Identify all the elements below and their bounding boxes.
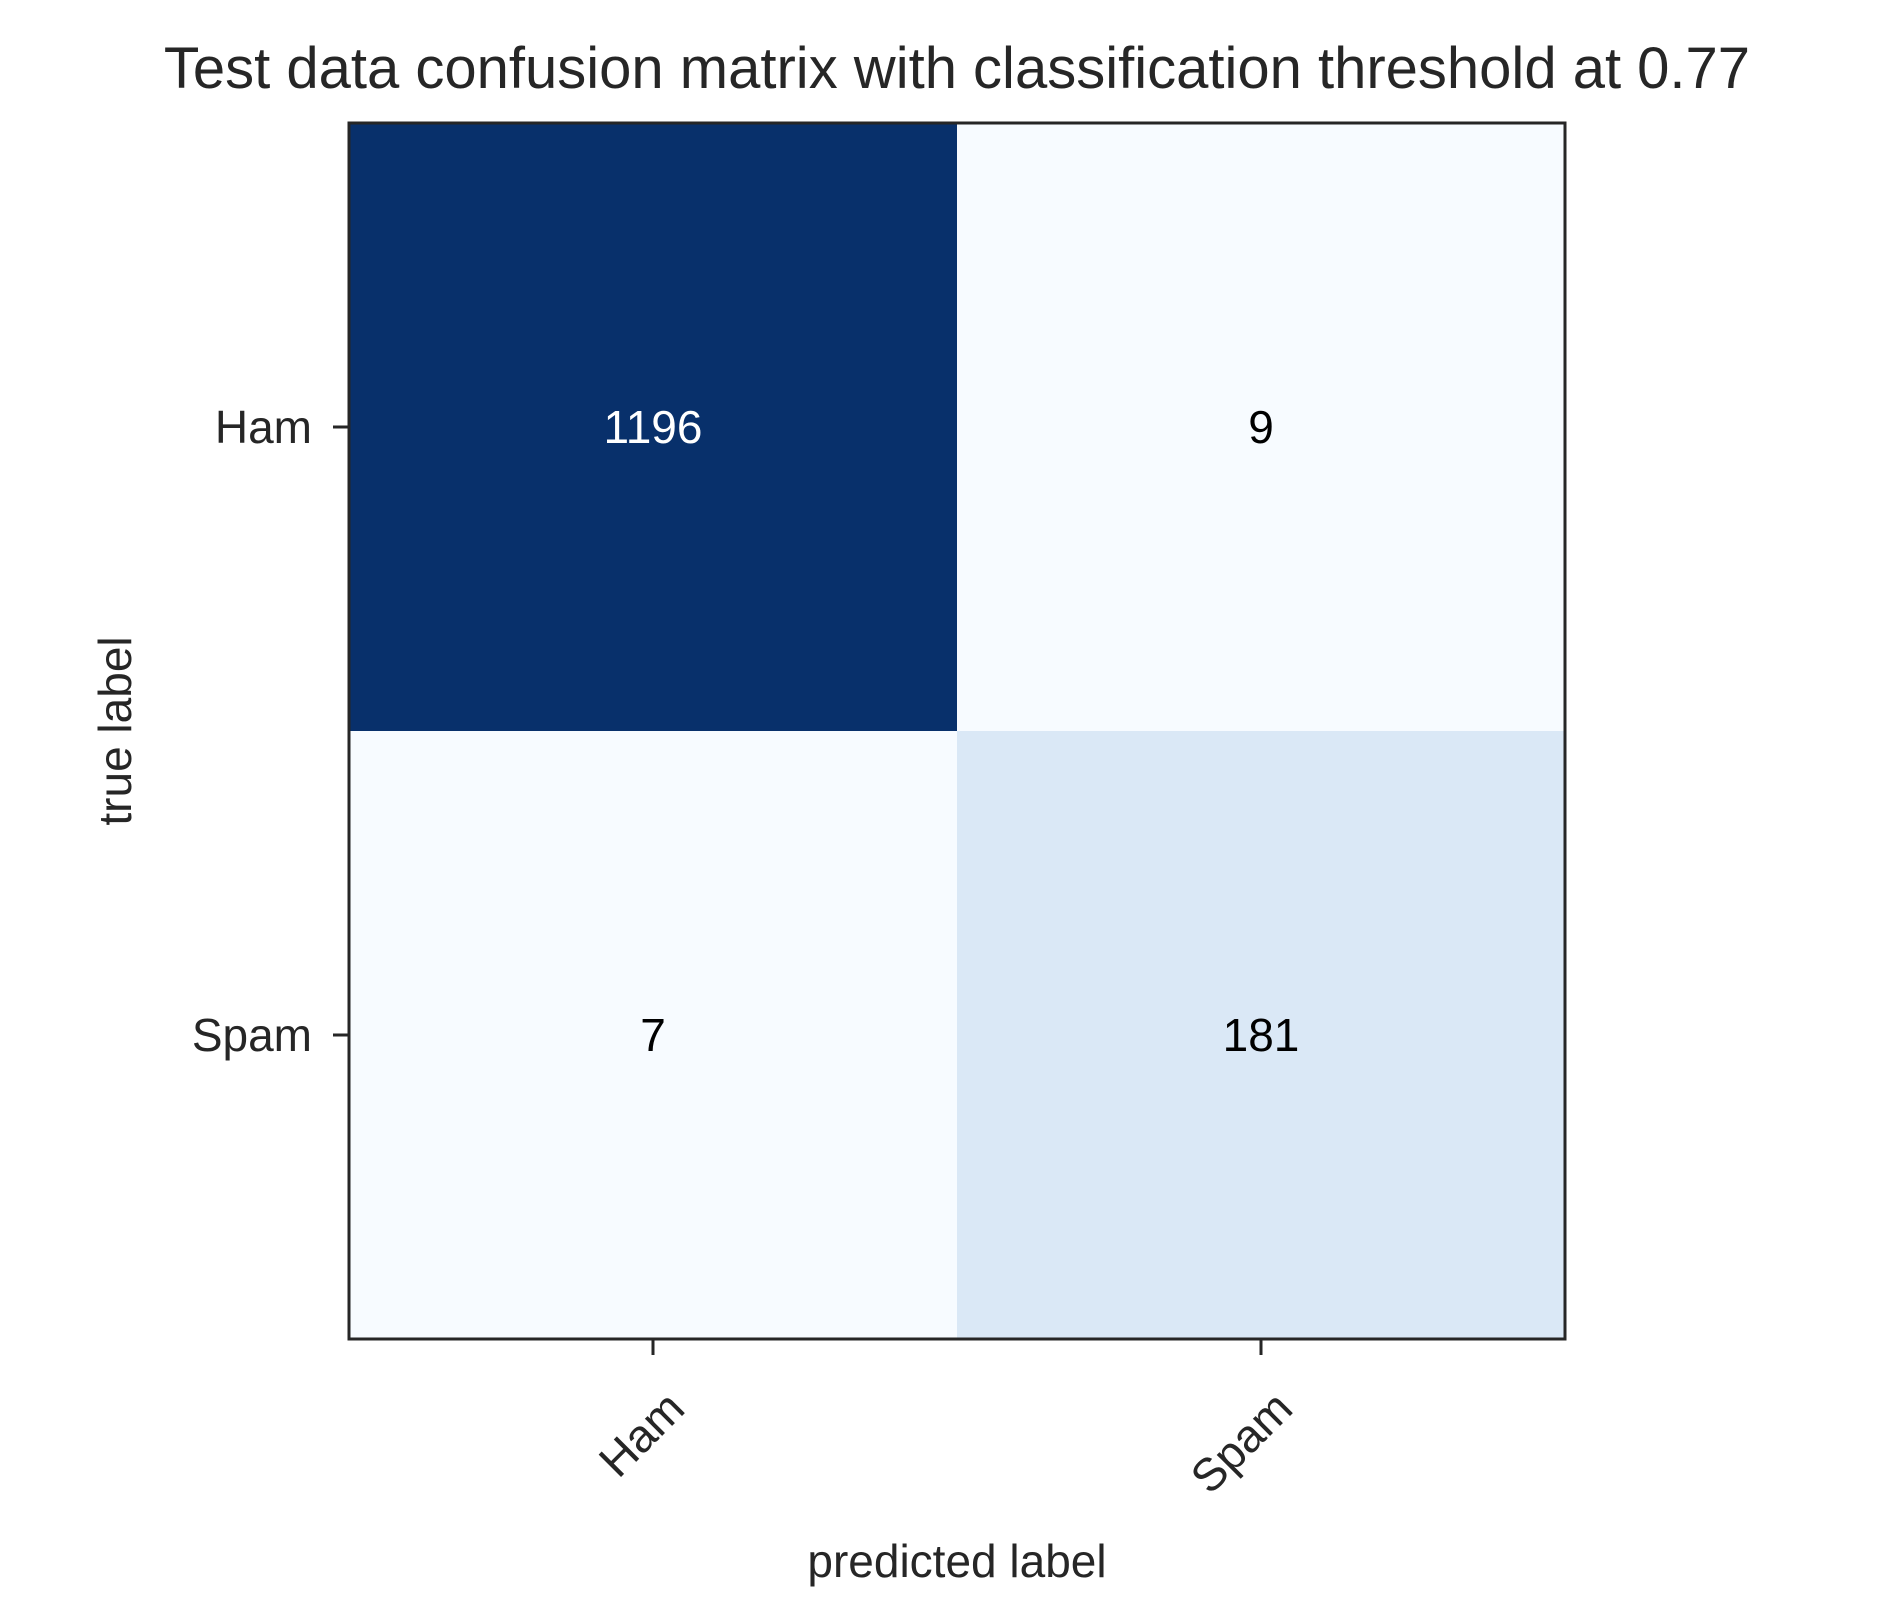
y-tick-label-0: Ham <box>215 401 312 453</box>
matrix-cell-1-1 <box>957 731 1566 1340</box>
y-tick-label-1: Spam <box>192 1009 312 1061</box>
plot-frame <box>347 121 1567 1341</box>
matrix-cell-1-0 <box>349 731 958 1340</box>
matrix-cell-0-1 <box>957 123 1566 732</box>
cell-value-0-1: 9 <box>1248 401 1274 453</box>
matrix-cell-labels: 1196 9 7 181 <box>604 401 1300 1061</box>
x-axis-label: predicted label <box>807 1535 1106 1587</box>
cell-value-1-1: 181 <box>1223 1009 1300 1061</box>
matrix-cells <box>349 123 1566 1340</box>
chart-title: Test data confusion matrix with classifi… <box>164 36 1750 101</box>
matrix-cell-0-0 <box>349 123 958 732</box>
cell-value-1-0: 7 <box>640 1009 666 1061</box>
y-axis-label: true label <box>89 636 141 825</box>
cell-value-0-0: 1196 <box>604 401 703 453</box>
y-axis-ticks: Ham Spam <box>192 401 349 1061</box>
